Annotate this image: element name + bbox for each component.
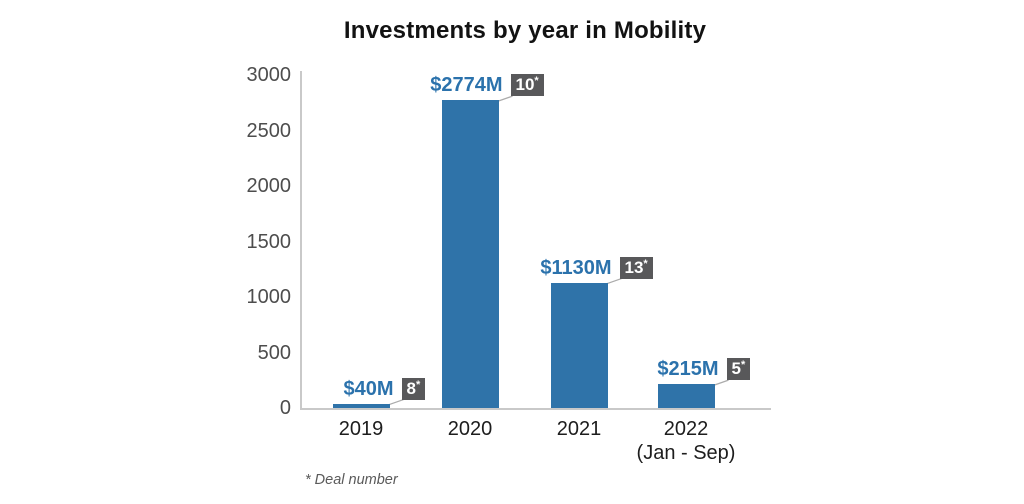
x-tick-label: 2019 xyxy=(338,418,384,440)
y-tick-label: 1500 xyxy=(246,230,292,253)
x-tick-label: 2022 (Jan - Sep) xyxy=(616,417,756,465)
bar-2019 xyxy=(332,403,390,408)
bar-2022 xyxy=(657,384,715,408)
deal-count-badge: 10* xyxy=(510,74,544,97)
plot-area: 0 500 1000 1500 2000 2500 3000 $40M 8* 2019 $2774M… xyxy=(247,65,771,464)
deal-count-badge: 13* xyxy=(619,256,653,279)
bar-2021 xyxy=(550,282,608,408)
bar-value-label: $1130M xyxy=(540,256,612,279)
x-tick-label: 2020 xyxy=(447,418,493,440)
bar-2020 xyxy=(441,100,499,408)
y-tick-label: 500 xyxy=(257,341,291,364)
deal-count-badge: 5* xyxy=(726,358,751,381)
bar-value-label: $215M xyxy=(657,358,719,381)
bar-value-label: $2774M xyxy=(430,74,503,97)
y-axis-line xyxy=(300,71,302,410)
deal-count-badge: 8* xyxy=(401,377,426,400)
y-tick-label: 1000 xyxy=(246,286,292,308)
x-tick-label: 2021 xyxy=(556,418,602,440)
x-axis-line xyxy=(300,408,771,410)
footnote: * Deal number xyxy=(305,472,398,488)
y-tick-label: 0 xyxy=(279,397,291,419)
bar-value-label: $40M xyxy=(343,377,394,400)
y-tick-label: 2500 xyxy=(246,119,292,142)
x-tick-sublabel: (Jan - Sep) xyxy=(636,442,736,464)
chart-title: Investments by year in Mobility xyxy=(343,17,707,44)
y-tick-label: 2000 xyxy=(246,175,292,197)
y-tick-label: 3000 xyxy=(246,64,292,86)
